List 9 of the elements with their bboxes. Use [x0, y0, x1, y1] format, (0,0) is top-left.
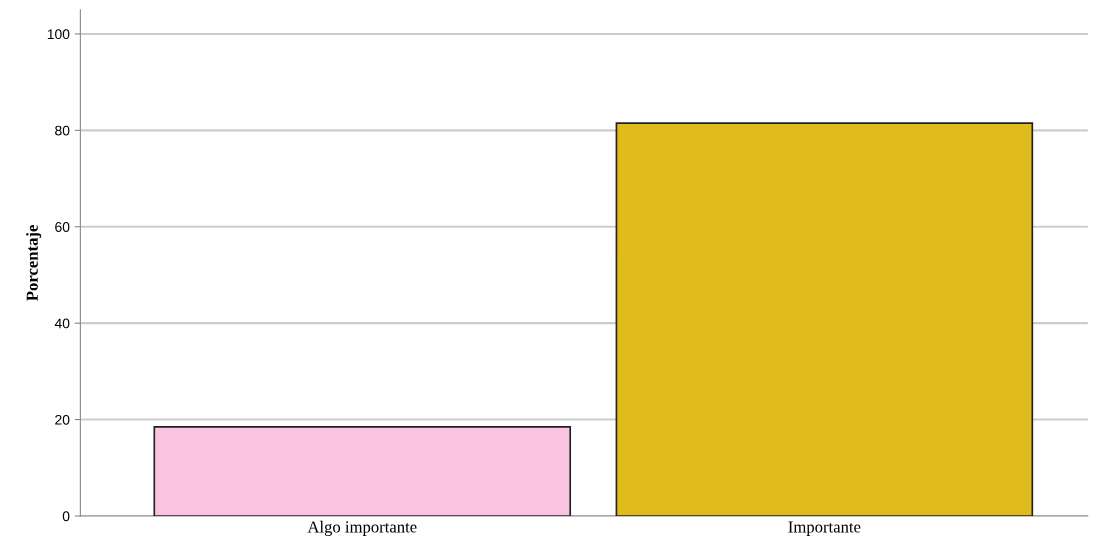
- y-tick-label: 80: [55, 125, 70, 136]
- y-tick-label: 100: [47, 29, 70, 40]
- y-tick-label: 20: [55, 414, 70, 425]
- y-axis-title: Porcentaje: [26, 225, 42, 301]
- x-tick-label: Algo importante: [307, 520, 417, 536]
- x-tick-label: Importante: [788, 521, 861, 536]
- y-tick-label: 60: [55, 222, 70, 232]
- y-tick-label: 40: [54, 318, 70, 329]
- y-tick-label: 0: [62, 511, 70, 522]
